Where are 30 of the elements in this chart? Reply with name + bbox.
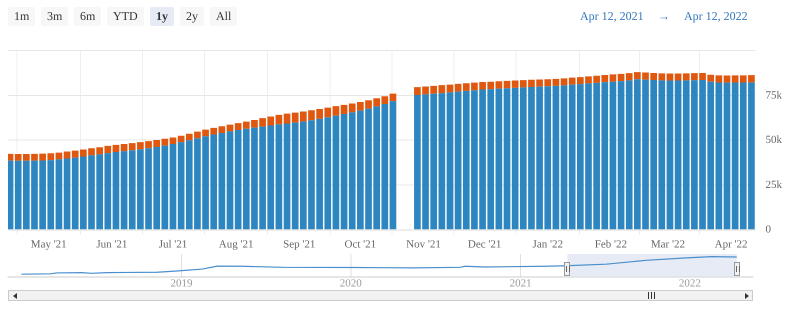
x-tick-label: Feb '22 xyxy=(594,238,628,250)
x-tick-label: Jul '21 xyxy=(158,238,188,250)
x-tick-label: Jun '21 xyxy=(96,238,128,250)
x-tick-label: May '21 xyxy=(30,238,67,250)
text: Apr 12, 2022 xyxy=(684,9,748,24)
x-tick-label: Oct '21 xyxy=(344,238,376,250)
y-tick-label: 50k xyxy=(766,134,782,146)
x-tick-label: Jan '22 xyxy=(532,238,563,250)
text: → xyxy=(658,9,670,24)
y-tick-label: 25k xyxy=(766,178,782,191)
text: 6m xyxy=(74,7,102,26)
x-tick-label: 2020 xyxy=(340,277,362,290)
x-tick-label: Nov '21 xyxy=(406,238,441,250)
text: 1m xyxy=(8,7,36,26)
text: Apr 12, 2021 xyxy=(580,9,644,24)
x-tick-label: 2019 xyxy=(170,277,193,290)
x-tick-label: Aug '21 xyxy=(218,238,254,250)
x-tick-label: 2022 xyxy=(678,277,701,290)
x-tick-label: Dec '21 xyxy=(468,238,502,250)
text: All xyxy=(210,7,238,26)
x-tick-label: Mar '22 xyxy=(650,238,685,250)
text: 1y xyxy=(150,7,174,26)
y-tick-label: 0 xyxy=(766,224,772,236)
text: 3m xyxy=(41,7,68,26)
y-tick-label: 75k xyxy=(766,89,782,102)
text: 2y xyxy=(180,7,204,26)
x-tick-label: Apr '22 xyxy=(714,238,748,250)
text: YTD xyxy=(107,7,144,26)
x-tick-label: Sep '21 xyxy=(283,238,316,250)
x-tick-label: 2021 xyxy=(510,277,532,290)
